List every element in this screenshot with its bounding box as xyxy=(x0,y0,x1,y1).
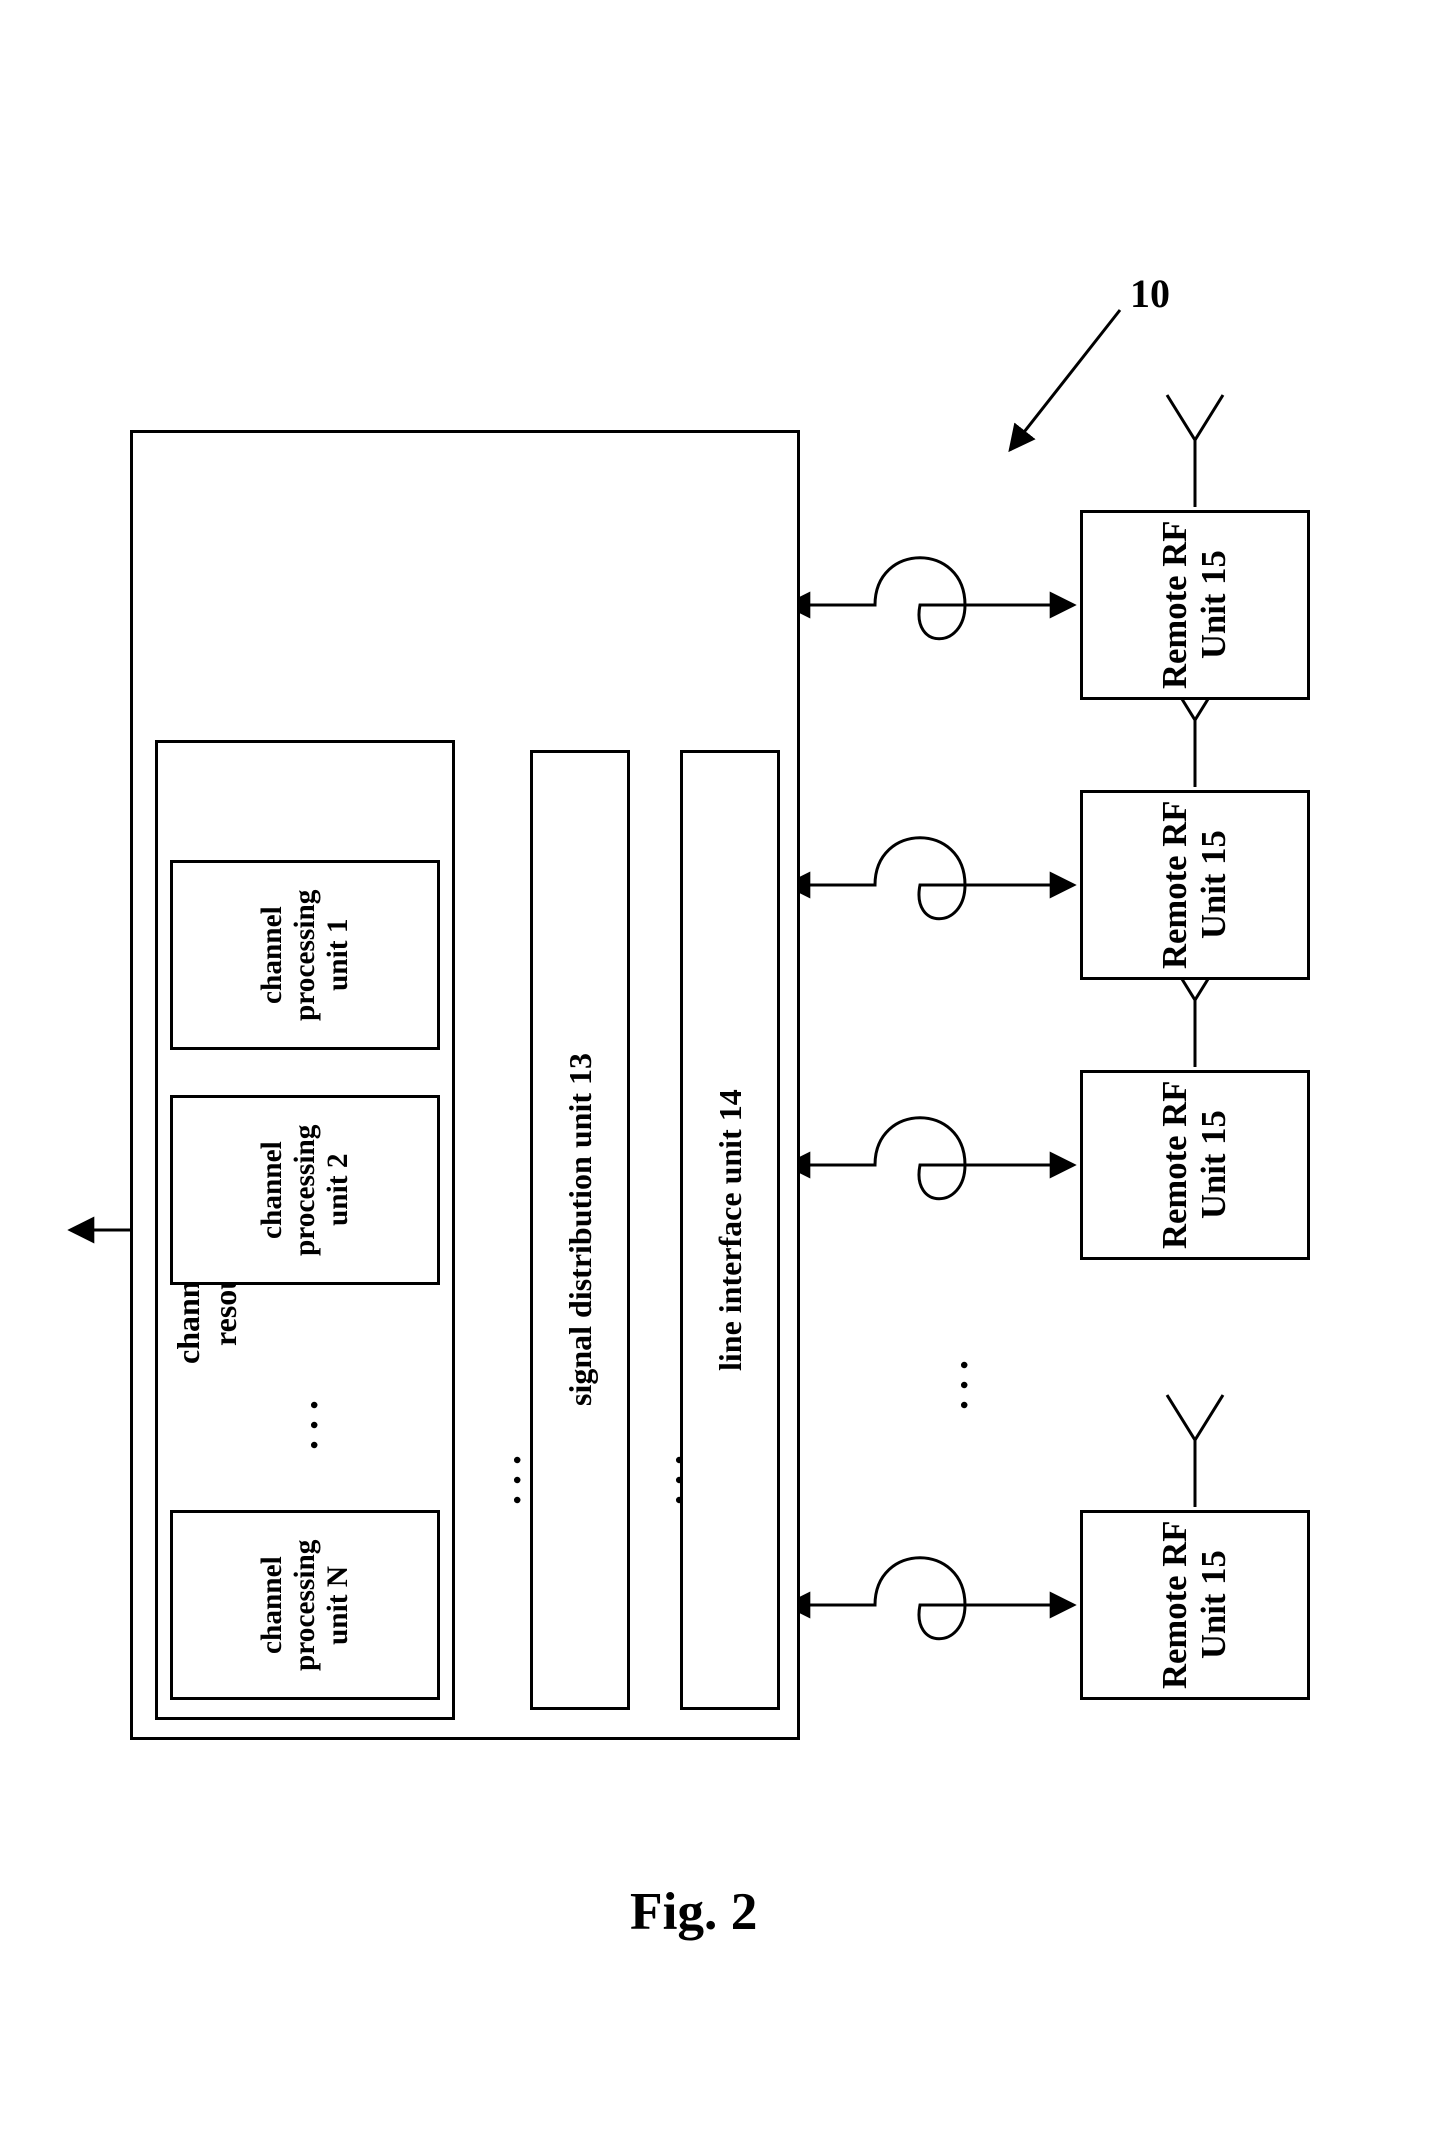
internal-ellipsis-1: . . . xyxy=(483,1420,530,1540)
rf-unit-label-3: Remote RF Unit 15 xyxy=(1156,1075,1234,1255)
line-interface-box: line interface unit 14 xyxy=(680,750,780,1710)
figure-caption: Fig. 2 xyxy=(630,1880,757,1942)
signal-distribution-box: signal distribution unit 13 xyxy=(530,750,630,1710)
rf-unit-box-2: Remote RF Unit 15 xyxy=(1080,790,1310,980)
rf-unit-box-4: Remote RF Unit 15 xyxy=(1080,1510,1310,1700)
cpu-box-2: channel processing unit 2 xyxy=(170,1095,440,1285)
line-interface-label: line interface unit 14 xyxy=(712,760,749,1700)
rf-unit-label-1: Remote RF Unit 15 xyxy=(1156,515,1234,695)
signal-distribution-label: signal distribution unit 13 xyxy=(562,760,599,1700)
rf-unit-box-3: Remote RF Unit 15 xyxy=(1080,1070,1310,1260)
rf-unit-label-4: Remote RF Unit 15 xyxy=(1156,1515,1234,1695)
rf-unit-label-2: Remote RF Unit 15 xyxy=(1156,795,1234,975)
cpu-box-3: channel processing unit N xyxy=(170,1510,440,1700)
ref-label: 10 xyxy=(1130,270,1170,317)
diagram-stage: 10central channel processing subsystem 1… xyxy=(0,0,1431,2144)
rf-unit-box-1: Remote RF Unit 15 xyxy=(1080,510,1310,700)
cpu-label-3: channel processing unit N xyxy=(256,1515,355,1695)
fiber-ellipsis: . . . xyxy=(930,1320,977,1450)
cpu-ellipsis: . . . xyxy=(280,1360,327,1490)
internal-ellipsis-2: . . . xyxy=(645,1420,692,1540)
cpu-box-1: channel processing unit 1 xyxy=(170,860,440,1050)
cpu-label-2: channel processing unit 2 xyxy=(256,1100,355,1280)
cpu-label-1: channel processing unit 1 xyxy=(256,865,355,1045)
